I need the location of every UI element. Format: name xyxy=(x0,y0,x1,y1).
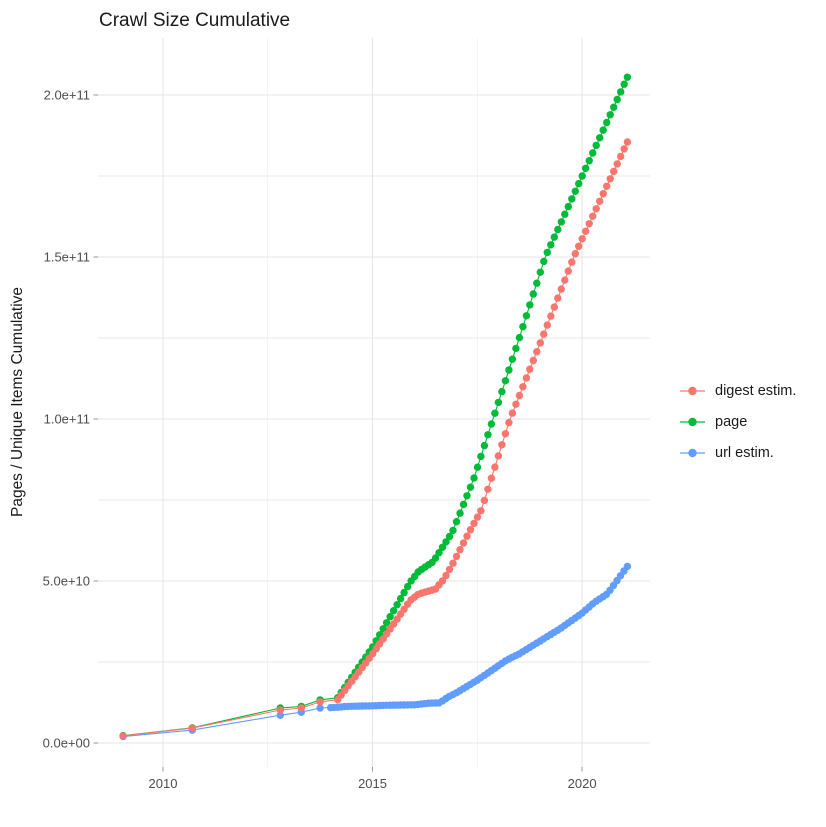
y-axis-tick-label: 1.5e+11 xyxy=(44,250,90,265)
legend-key-digest-icon xyxy=(680,386,705,396)
gridlines-major xyxy=(98,38,650,767)
gridlines-minor xyxy=(98,38,650,767)
legend-item-url-estim: url estim. xyxy=(679,442,796,464)
series-page-points xyxy=(119,73,632,740)
y-axis-tick-label: 0.0e+00 xyxy=(43,736,90,751)
y-axis-tick-label: 1.0e+11 xyxy=(44,412,90,427)
y-axis-tick-label: 5.0e+10 xyxy=(43,574,90,589)
legend-item-label: page xyxy=(715,414,748,430)
plot-area: 2010 2015 2020 0.0e+00 5.0e+10 1.0e+11 1.5e+11… xyxy=(43,38,650,791)
legend: digest estim. page url estim. xyxy=(679,380,796,464)
legend-item-label: url estim. xyxy=(715,445,774,461)
legend-item-page: page xyxy=(679,411,796,433)
legend-item-label: digest estim. xyxy=(715,383,797,399)
series-url-estim xyxy=(119,562,632,741)
y-axis-tick-label: 2.0e+11 xyxy=(44,88,90,103)
legend-key-page-icon xyxy=(680,417,705,427)
x-axis-tick-label: 2015 xyxy=(358,776,387,791)
y-axis-tick-labels: 0.0e+00 5.0e+10 1.0e+11 1.5e+11 2.0e+11 xyxy=(43,88,90,751)
series-digest-estim xyxy=(119,138,632,740)
series-page xyxy=(119,73,632,740)
chart-title: Crawl Size Cumulative xyxy=(99,10,290,31)
x-axis-tick-labels: 2010 2015 2020 xyxy=(149,776,597,791)
series-digest-estim-points xyxy=(119,138,632,740)
axis-ticks xyxy=(93,94,583,772)
series-url-estim-points xyxy=(119,562,632,741)
legend-key-url-icon xyxy=(680,448,705,458)
x-axis-tick-label: 2010 xyxy=(149,776,178,791)
y-axis-title: Pages / Unique Items Cumulative xyxy=(9,287,26,517)
legend-item-digest-estim: digest estim. xyxy=(679,380,796,402)
x-axis-tick-label: 2020 xyxy=(568,776,597,791)
